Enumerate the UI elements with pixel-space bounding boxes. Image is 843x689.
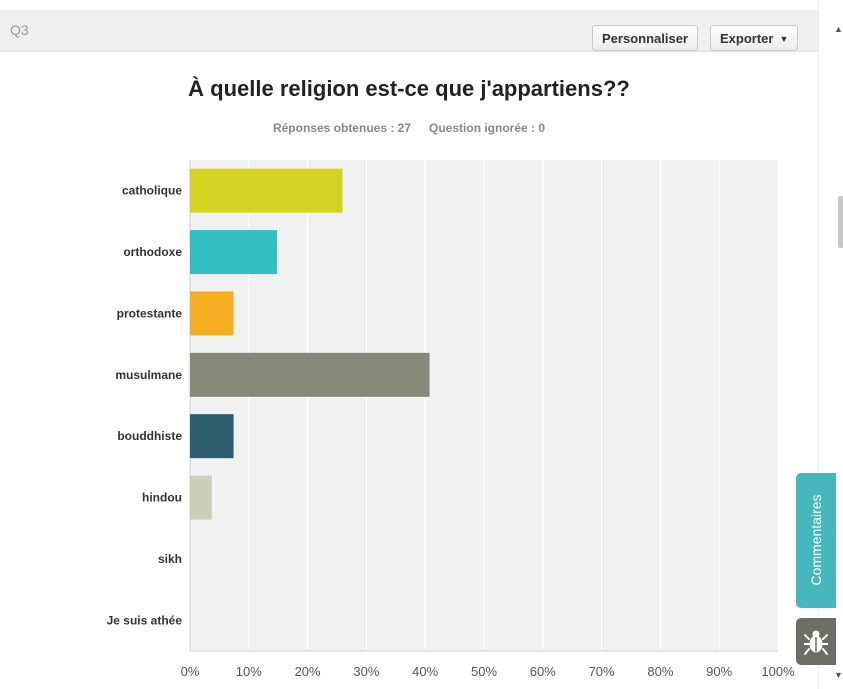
scroll-up-icon[interactable]: ▲ — [834, 24, 843, 34]
category-label: protestante — [117, 306, 183, 320]
chart-title: À quelle religion est-ce que j'appartien… — [188, 76, 630, 101]
answered-count: Réponses obtenues : 27 — [272, 121, 412, 135]
x-tick-label: 10% — [236, 664, 262, 679]
category-label: hindou — [142, 491, 182, 505]
x-tick-label: 50% — [471, 664, 497, 679]
export-label: Exporter — [720, 31, 774, 46]
category-label: orthodoxe — [123, 245, 182, 259]
category-label: Je suis athée — [107, 613, 183, 627]
question-header: Q3 Personnaliser Exporter ▼ — [0, 10, 818, 52]
bar-chart: 0% 10% 20% 30% 40% 50% 60% 70% 80% 90% 100% catholi… — [107, 160, 795, 679]
x-tick-label: 100% — [761, 664, 795, 679]
chevron-down-icon: ▼ — [779, 34, 789, 44]
question-panel: Q3 Personnaliser Exporter ▼ À quelle reli… — [0, 10, 818, 679]
category-label: bouddhiste — [117, 429, 182, 443]
bug-icon — [804, 630, 828, 655]
skipped-count: Question ignorée : 0 — [429, 121, 546, 135]
bug-report-button[interactable] — [796, 618, 836, 665]
x-tick-label: 90% — [706, 664, 732, 679]
export-button[interactable]: Exporter ▼ — [710, 25, 799, 51]
category-label: musulmane — [115, 368, 182, 382]
bar-musulmane — [190, 352, 430, 397]
scroll-down-icon[interactable]: ▼ — [834, 670, 843, 680]
response-stats: Réponses obtenues : 27 Question ignorée :… — [0, 121, 818, 135]
question-number: Q3 — [10, 22, 29, 38]
x-tick-label: 0% — [181, 664, 200, 679]
x-tick-label: 70% — [589, 664, 615, 679]
comments-tab[interactable]: Commentaires — [796, 473, 836, 608]
bar-catholique — [190, 168, 343, 213]
bar-protestante — [190, 291, 234, 336]
customize-label: Personnaliser — [602, 31, 688, 46]
x-tick-label: 60% — [530, 664, 556, 679]
x-tick-label: 30% — [353, 664, 379, 679]
bar-orthodoxe — [190, 230, 278, 275]
category-label: catholique — [122, 184, 182, 198]
x-tick-label: 20% — [295, 664, 321, 679]
bar-bouddhiste — [190, 414, 234, 459]
customize-button[interactable]: Personnaliser — [592, 25, 698, 51]
x-tick-label: 40% — [412, 664, 438, 679]
comments-label: Commentaires — [808, 494, 824, 586]
category-label: sikh — [158, 552, 182, 566]
scrollbar-thumb[interactable] — [838, 196, 843, 248]
x-tick-label: 80% — [647, 664, 673, 679]
bar-hindou — [190, 475, 212, 520]
